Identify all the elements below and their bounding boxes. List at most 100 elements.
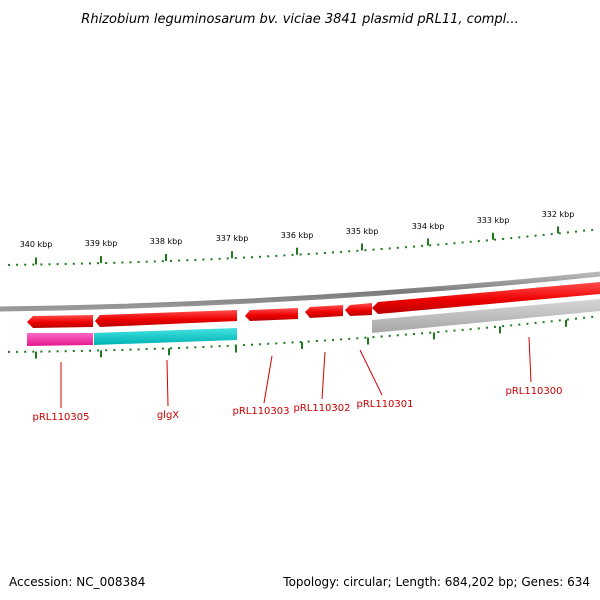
minor-tick	[226, 344, 229, 347]
minor-tick	[307, 340, 310, 343]
minor-tick	[113, 261, 116, 264]
minor-tick	[583, 229, 586, 232]
minor-tick	[97, 349, 100, 352]
gene-label[interactable]: pRL110303	[232, 406, 289, 417]
minor-tick	[202, 258, 205, 261]
minor-tick	[323, 339, 326, 342]
minor-tick	[445, 330, 448, 333]
minor-tick	[469, 328, 472, 331]
scale-label: 339 kbp	[85, 239, 118, 248]
minor-tick	[364, 249, 367, 252]
minor-tick	[558, 232, 561, 235]
minor-tick	[502, 237, 505, 240]
highlighted-cds-cyan[interactable]	[94, 328, 237, 345]
minor-tick	[89, 262, 91, 265]
minor-tick	[105, 349, 108, 352]
gene-label[interactable]: pRL110300	[505, 386, 562, 397]
topology-summary: Topology: circular; Length: 684,202 bp; …	[283, 575, 590, 589]
minor-tick	[299, 253, 302, 256]
minor-tick	[388, 334, 391, 337]
highlighted-cds-pink[interactable]	[27, 333, 93, 346]
minor-tick	[113, 349, 116, 352]
minor-tick	[80, 349, 83, 352]
minor-tick	[8, 350, 10, 353]
minor-tick	[469, 240, 472, 243]
minor-tick	[575, 317, 577, 320]
gene-label[interactable]: pRL110301	[356, 399, 413, 410]
cds-arrow[interactable]	[95, 310, 237, 327]
minor-tick	[453, 329, 456, 332]
minor-tick	[542, 321, 545, 324]
minor-tick	[364, 336, 367, 339]
minor-tick	[72, 262, 75, 265]
minor-tick	[40, 263, 43, 266]
minor-tick	[429, 244, 432, 247]
cds-arrow[interactable]	[372, 282, 600, 314]
minor-tick	[291, 253, 294, 256]
minor-tick	[510, 237, 513, 240]
minor-tick	[234, 257, 237, 259]
scale-label: 334 kbp	[412, 222, 445, 231]
minor-tick	[251, 256, 253, 259]
minor-tick	[267, 342, 270, 345]
lower-scale-ruler	[8, 315, 594, 359]
leader-line	[321, 351, 326, 400]
scale-label: 333 kbp	[477, 216, 510, 225]
minor-tick	[332, 251, 334, 254]
minor-tick	[526, 235, 529, 238]
minor-tick	[291, 341, 294, 344]
minor-tick	[591, 228, 594, 231]
gene-label[interactable]: pRL110302	[293, 403, 350, 414]
cds-arrow[interactable]	[27, 315, 93, 328]
minor-tick	[275, 254, 278, 257]
minor-tick	[421, 332, 424, 335]
minor-tick	[202, 346, 205, 348]
scale-label: 332 kbp	[542, 210, 575, 219]
minor-tick	[453, 242, 456, 245]
minor-tick	[40, 350, 43, 353]
minor-tick	[413, 245, 415, 248]
shadow-feature-grey	[372, 299, 600, 333]
leader-line	[528, 336, 532, 383]
minor-tick	[461, 328, 464, 331]
gene-labels: pRL110305 glgX pRL110303 pRL110302 pRL11…	[32, 386, 562, 423]
minor-tick	[299, 341, 302, 343]
minor-tick	[429, 331, 432, 334]
leader-line	[263, 355, 273, 404]
gene-label[interactable]: pRL110305	[32, 412, 89, 423]
minor-tick	[105, 262, 108, 264]
minor-tick	[380, 335, 383, 338]
minor-tick	[89, 349, 91, 352]
minor-tick	[591, 315, 594, 318]
minor-tick	[16, 350, 19, 353]
minor-tick	[137, 348, 140, 351]
minor-tick	[161, 347, 164, 350]
minor-tick	[348, 250, 351, 253]
minor-tick	[380, 248, 383, 250]
cds-arrow[interactable]	[345, 303, 372, 316]
minor-tick	[121, 348, 124, 351]
minor-tick	[502, 325, 505, 328]
scale-label: 340 kbp	[20, 240, 53, 249]
scale-label: 335 kbp	[346, 227, 379, 236]
minor-tick	[194, 258, 197, 261]
minor-tick	[161, 260, 164, 263]
minor-tick	[534, 321, 537, 324]
minor-tick	[404, 333, 407, 336]
minor-tick	[56, 350, 59, 353]
minor-tick	[518, 323, 521, 326]
cds-arrow[interactable]	[305, 305, 343, 318]
cds-arrow[interactable]	[245, 308, 298, 321]
minor-tick	[218, 345, 221, 348]
minor-tick	[494, 325, 496, 328]
minor-tick	[396, 246, 399, 249]
leader-line	[359, 349, 383, 396]
minor-tick	[121, 261, 124, 264]
minor-tick	[534, 234, 537, 237]
gene-label[interactable]: glgX	[157, 410, 179, 421]
minor-tick	[461, 241, 464, 244]
minor-tick	[242, 256, 245, 259]
minor-tick	[210, 258, 213, 261]
minor-tick	[550, 320, 553, 323]
